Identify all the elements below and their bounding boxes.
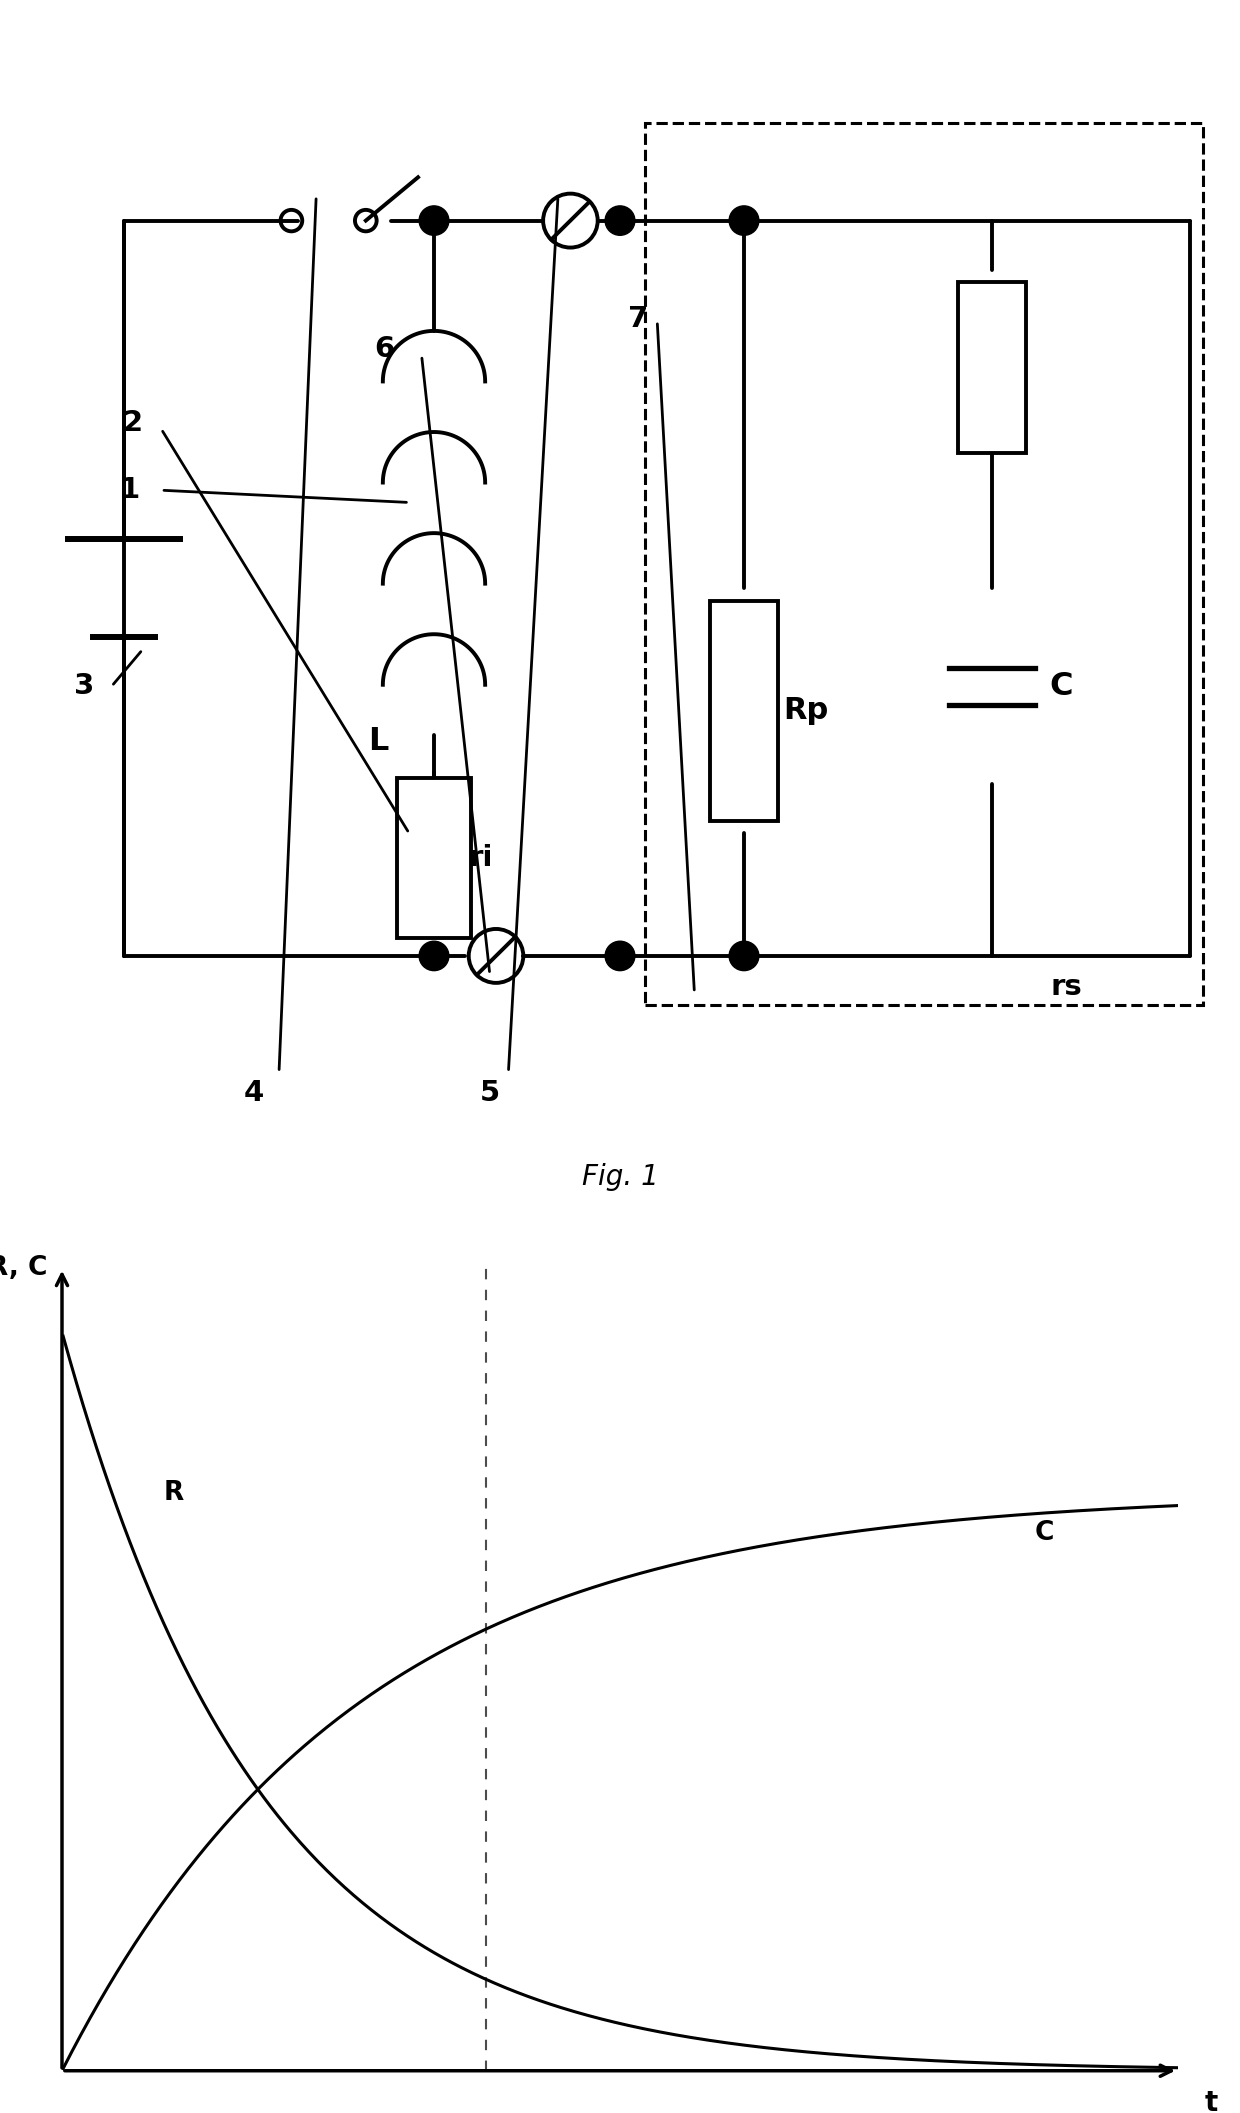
Circle shape <box>605 940 635 970</box>
Circle shape <box>419 940 449 970</box>
Text: C: C <box>1034 1519 1054 1547</box>
Bar <box>709 600 779 822</box>
Text: Rp: Rp <box>784 697 828 725</box>
Bar <box>959 281 1027 454</box>
Circle shape <box>729 205 759 235</box>
Text: R: R <box>164 1479 184 1507</box>
Circle shape <box>605 205 635 235</box>
Text: ri: ri <box>469 843 494 873</box>
Text: 2: 2 <box>123 408 143 437</box>
Text: 4: 4 <box>244 1080 264 1107</box>
Text: 7: 7 <box>629 304 649 332</box>
Text: rs: rs <box>1050 972 1083 1002</box>
Text: 5: 5 <box>480 1080 500 1107</box>
Text: L: L <box>368 727 388 756</box>
Circle shape <box>729 940 759 970</box>
Text: 3: 3 <box>74 672 94 699</box>
Text: R, C: R, C <box>0 1255 47 1280</box>
Text: t: t <box>1205 2090 1218 2113</box>
Text: 6: 6 <box>374 336 394 363</box>
Circle shape <box>419 205 449 235</box>
Text: 1: 1 <box>120 475 140 505</box>
Text: Fig. 1: Fig. 1 <box>582 1162 658 1190</box>
Text: C: C <box>1050 670 1073 702</box>
Bar <box>397 778 471 938</box>
